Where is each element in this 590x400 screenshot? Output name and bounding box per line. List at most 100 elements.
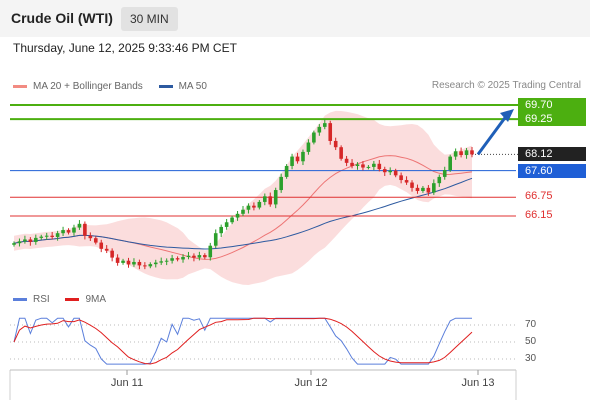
- header-bar: Crude Oil (WTI) 30 MIN: [0, 0, 590, 37]
- candle: [192, 253, 196, 262]
- candle: [34, 234, 38, 245]
- candle: [366, 165, 371, 170]
- candle: [301, 149, 305, 166]
- candle: [246, 203, 251, 214]
- candle-body: [203, 255, 207, 258]
- candle: [344, 155, 349, 167]
- candle-body: [192, 255, 196, 258]
- candle-body: [61, 230, 65, 234]
- legend-swatch-ma20: [13, 85, 27, 88]
- candle: [153, 259, 158, 268]
- candle-body: [224, 222, 229, 227]
- candle: [203, 253, 207, 260]
- candle-body: [322, 123, 327, 127]
- candle-body: [208, 245, 213, 258]
- level-label-66-15: 66.15: [525, 209, 553, 221]
- candle: [88, 232, 93, 242]
- candle: [50, 231, 54, 240]
- candle: [197, 251, 202, 261]
- legend-item-ma50: MA 50: [158, 81, 207, 92]
- legend-swatch-rsi: [13, 298, 27, 301]
- candle-body: [126, 260, 131, 265]
- candle: [208, 242, 213, 261]
- candle-body: [34, 237, 38, 242]
- rsi-tick-70: 70: [525, 319, 537, 330]
- candle-body: [252, 205, 256, 208]
- candle: [322, 119, 327, 130]
- timeframe-badge[interactable]: 30 MIN: [121, 7, 178, 31]
- candle: [290, 153, 294, 170]
- rsi-tick-50: 50: [525, 336, 537, 347]
- candle-body: [317, 126, 322, 133]
- candle-body: [437, 176, 442, 184]
- candle-body: [137, 261, 142, 266]
- candle: [377, 160, 382, 172]
- candle-body: [344, 158, 349, 163]
- candle-body: [333, 140, 338, 148]
- candle-body: [213, 233, 218, 246]
- candle-body: [410, 182, 414, 188]
- candle: [23, 235, 27, 244]
- candle-body: [448, 156, 452, 171]
- bollinger-band: [14, 110, 472, 286]
- candle: [115, 254, 120, 266]
- candle: [437, 174, 442, 187]
- level-label-69-70: 69.70: [518, 98, 586, 112]
- candle: [186, 251, 191, 260]
- candle: [328, 120, 333, 145]
- candle-body: [442, 170, 447, 177]
- level-label-67-60: 67.60: [518, 163, 586, 178]
- candle: [339, 145, 343, 161]
- candle: [61, 226, 65, 237]
- candle: [110, 248, 114, 262]
- candle-body: [197, 255, 202, 258]
- candle-body: [453, 151, 458, 157]
- candle-body: [148, 264, 153, 267]
- candle-body: [93, 238, 98, 243]
- candle: [273, 187, 278, 209]
- candle-body: [241, 209, 245, 214]
- candle-body: [186, 255, 191, 257]
- candle: [137, 259, 142, 270]
- candle: [148, 262, 153, 269]
- x-tick-jun12: Jun 12: [294, 377, 328, 389]
- candle-body: [339, 147, 343, 159]
- candle-body: [23, 239, 27, 242]
- candle-body: [361, 164, 365, 168]
- candle: [121, 258, 125, 265]
- candle: [388, 167, 393, 176]
- level-label-69-25: 69.25: [518, 112, 586, 127]
- level-label-68-12: 68.12: [518, 147, 586, 162]
- candle-body: [83, 223, 87, 236]
- candle: [77, 220, 82, 230]
- candle-body: [153, 262, 158, 265]
- candle: [235, 210, 240, 221]
- candle-body: [246, 205, 251, 210]
- candle-body: [66, 230, 71, 233]
- candle-body: [219, 226, 223, 234]
- candle: [175, 256, 180, 262]
- credit-text: Research © 2025 Trading Central: [431, 80, 581, 91]
- legend-swatch-9ma: [65, 298, 80, 301]
- candle-body: [273, 190, 278, 205]
- candle-body: [377, 163, 382, 170]
- candle-body: [268, 196, 273, 205]
- candle: [295, 152, 300, 164]
- instrument-title: Crude Oil (WTI): [11, 10, 113, 26]
- candle-body: [459, 151, 463, 156]
- candle: [355, 162, 360, 170]
- candle-body: [388, 170, 393, 173]
- candle-body: [328, 123, 333, 141]
- candle: [213, 229, 218, 249]
- candle-body: [464, 150, 469, 156]
- candle-body: [55, 233, 60, 237]
- candle-body: [115, 257, 120, 263]
- candle: [410, 180, 414, 192]
- candle: [448, 154, 452, 172]
- candle: [12, 241, 16, 247]
- candle-body: [110, 250, 114, 258]
- candle-body: [235, 213, 240, 218]
- candle-body: [164, 260, 169, 262]
- candle-body: [306, 142, 311, 152]
